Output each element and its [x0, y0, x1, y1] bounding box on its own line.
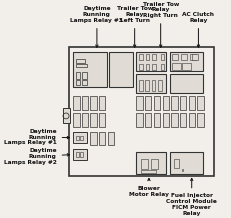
Bar: [90, 131, 97, 145]
Text: Blower
Motor Relay: Blower Motor Relay: [129, 178, 169, 197]
Bar: [99, 113, 105, 127]
Bar: [139, 64, 143, 70]
Bar: [136, 113, 143, 127]
Bar: [63, 108, 70, 123]
Bar: [145, 96, 152, 110]
Bar: [152, 64, 156, 70]
Bar: [145, 113, 152, 127]
Bar: [73, 113, 80, 127]
Bar: [154, 96, 160, 110]
Bar: [82, 113, 88, 127]
Bar: [76, 80, 80, 85]
Bar: [189, 113, 195, 127]
Bar: [163, 96, 169, 110]
Bar: [80, 136, 83, 140]
Text: Fuel Injector
Control Module
FICM Power
Relay: Fuel Injector Control Module FICM Power …: [166, 178, 217, 216]
Bar: [76, 72, 80, 79]
Bar: [192, 54, 198, 60]
Bar: [181, 54, 187, 60]
Bar: [152, 54, 156, 60]
Bar: [190, 54, 196, 60]
Bar: [198, 96, 204, 110]
Bar: [170, 152, 203, 174]
Bar: [76, 59, 85, 63]
Text: Daytime
Running
Lamps Relay #3: Daytime Running Lamps Relay #3: [70, 6, 123, 47]
Bar: [73, 132, 87, 143]
Bar: [108, 131, 114, 145]
Bar: [152, 159, 158, 169]
Bar: [136, 152, 166, 174]
Bar: [161, 54, 164, 60]
Text: Trailer Tow
Relay
Right Turn: Trailer Tow Relay Right Turn: [143, 2, 179, 47]
Bar: [170, 52, 203, 71]
Bar: [146, 54, 149, 60]
Bar: [141, 159, 148, 169]
Bar: [73, 52, 107, 87]
Bar: [139, 54, 143, 60]
Bar: [82, 96, 88, 110]
Bar: [90, 113, 97, 127]
Bar: [171, 113, 178, 127]
Bar: [180, 96, 186, 110]
Text: Daytime
Running
Lamps Relay #1: Daytime Running Lamps Relay #1: [4, 129, 70, 145]
Bar: [136, 74, 166, 93]
Bar: [146, 64, 149, 70]
Bar: [172, 63, 181, 70]
Bar: [158, 80, 162, 90]
Bar: [99, 131, 105, 145]
Bar: [76, 136, 79, 140]
Bar: [73, 96, 80, 110]
Text: AC Clutch
Relay: AC Clutch Relay: [182, 12, 214, 47]
Bar: [145, 80, 149, 90]
Bar: [136, 52, 166, 71]
Bar: [80, 152, 83, 157]
Bar: [99, 96, 105, 110]
Bar: [82, 80, 87, 85]
Bar: [76, 64, 87, 67]
Bar: [171, 96, 178, 110]
Bar: [154, 113, 160, 127]
Bar: [73, 149, 87, 160]
Bar: [109, 52, 133, 87]
Bar: [172, 54, 179, 60]
Bar: [69, 47, 213, 176]
Bar: [139, 80, 143, 90]
Bar: [76, 152, 79, 157]
Text: Trailer Tow
Relay
Left Turn: Trailer Tow Relay Left Turn: [116, 6, 153, 47]
Bar: [90, 96, 97, 110]
Bar: [161, 64, 164, 70]
Bar: [170, 74, 203, 93]
Bar: [182, 169, 183, 171]
Bar: [198, 113, 204, 127]
Bar: [163, 113, 169, 127]
Bar: [141, 170, 156, 173]
Bar: [182, 63, 191, 70]
Text: Daytime
Running
Lamps Relay #2: Daytime Running Lamps Relay #2: [4, 148, 70, 165]
Bar: [189, 96, 195, 110]
Bar: [136, 96, 143, 110]
Bar: [152, 80, 155, 90]
Bar: [180, 113, 186, 127]
Bar: [82, 72, 87, 79]
Bar: [174, 159, 179, 168]
